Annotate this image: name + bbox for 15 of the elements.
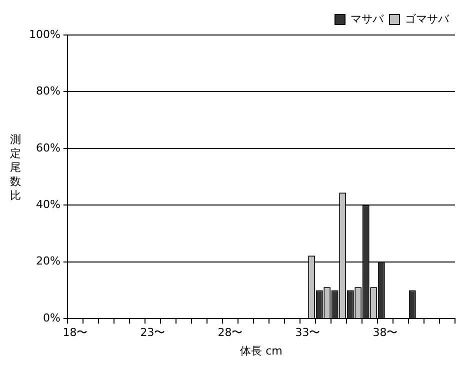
y-tick-label: 40% (36, 198, 60, 212)
y-tick-label: 0% (42, 311, 60, 324)
x-tick-label: 28〜 (218, 326, 243, 340)
y-tick-label: 100% (28, 28, 60, 41)
x-axis-title: 体長 cm (240, 344, 282, 358)
y-tick-label: 20% (36, 254, 60, 268)
x-tick-label: 18〜 (62, 326, 88, 340)
legend-label: ゴマサバ (405, 12, 450, 26)
y-tick-label: 80% (36, 84, 60, 98)
x-tick-label: 23〜 (140, 326, 166, 340)
y-tick-label: 60% (36, 141, 60, 154)
legend-label: マサバ (350, 12, 384, 26)
y-axis-title: 測定尾数比 (10, 133, 22, 203)
x-tick-label: 33〜 (295, 326, 320, 340)
x-tick-label: 38〜 (372, 326, 398, 340)
